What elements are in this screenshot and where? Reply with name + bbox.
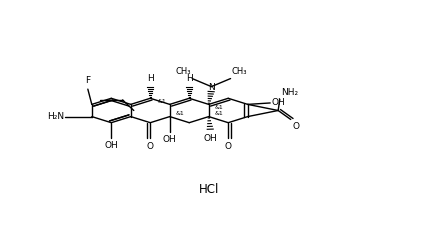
Text: F: F bbox=[85, 76, 90, 85]
Text: H: H bbox=[147, 73, 153, 82]
Text: OH: OH bbox=[271, 99, 284, 107]
Text: NH₂: NH₂ bbox=[281, 88, 298, 97]
Text: CH₃: CH₃ bbox=[231, 67, 247, 76]
Text: H: H bbox=[185, 73, 192, 82]
Text: &1: &1 bbox=[214, 111, 223, 116]
Text: &1: &1 bbox=[157, 99, 166, 104]
Text: N: N bbox=[207, 83, 214, 92]
Text: OH: OH bbox=[104, 141, 118, 150]
Text: HCl: HCl bbox=[198, 183, 219, 196]
Text: CH₃: CH₃ bbox=[175, 67, 191, 76]
Text: &1: &1 bbox=[214, 105, 223, 110]
Text: OH: OH bbox=[162, 135, 176, 144]
Text: O: O bbox=[147, 141, 153, 151]
Text: O: O bbox=[292, 122, 299, 131]
Text: H₂N: H₂N bbox=[47, 112, 64, 121]
Text: &1: &1 bbox=[175, 111, 184, 116]
Text: O: O bbox=[224, 141, 231, 151]
Text: OH: OH bbox=[203, 134, 217, 143]
